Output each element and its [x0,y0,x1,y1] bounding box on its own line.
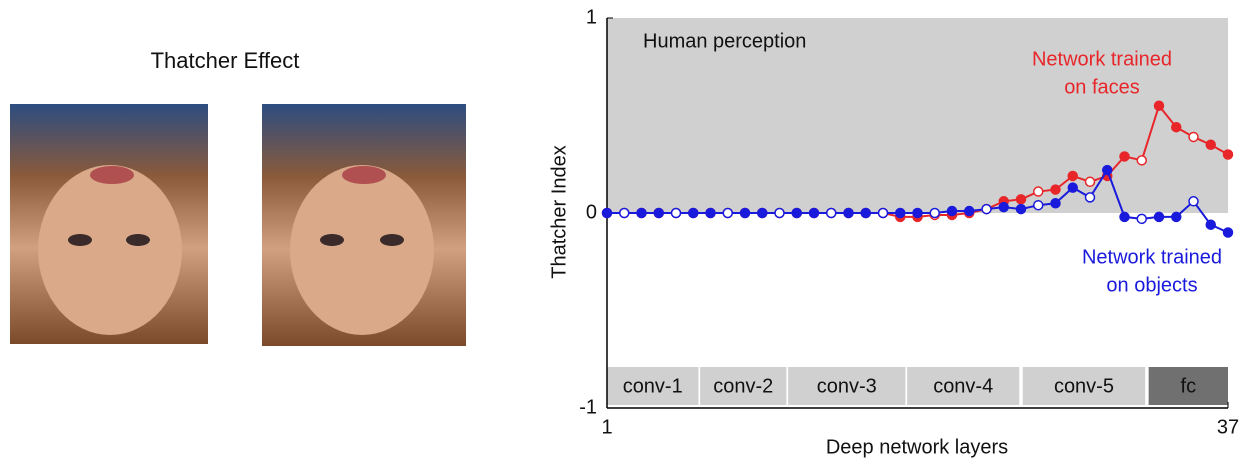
shade-label: Human perception [643,30,806,52]
series-point [844,209,853,218]
series-point [654,209,663,218]
series-point [1017,205,1026,214]
series-point [913,209,922,218]
x-axis-label: Deep network layers [826,436,1008,458]
layer-label: conv-5 [1054,375,1114,397]
series-point [1155,101,1164,110]
series-point [1120,212,1129,221]
layer-label: conv-3 [817,375,877,397]
series-point [1224,150,1233,159]
series-point [1034,187,1043,196]
series-point [1034,201,1043,210]
y-axis-label: Thatcher Index [548,145,570,278]
series-point [1068,171,1077,180]
series-point [965,207,974,216]
series-point [1068,183,1077,192]
series-point [879,209,888,218]
series-point [1137,156,1146,165]
series-point [1137,214,1146,223]
series-point [689,209,698,218]
panel-title: Thatcher Effect [151,48,300,73]
series-point [999,203,1008,212]
series-label: on faces [1064,76,1140,98]
series-point [1120,152,1129,161]
face-image [10,104,208,344]
series-point [1155,212,1164,221]
layer-label: conv-2 [713,375,773,397]
layer-label: conv-4 [933,375,993,397]
series-point [1086,193,1095,202]
x-tick-label: 1 [601,416,612,438]
series-label: Network trained [1032,48,1172,70]
series-point [723,209,732,218]
series-point [741,209,750,218]
series-point [896,209,905,218]
series-point [1017,195,1026,204]
series-point [758,209,767,218]
series-point [1051,185,1060,194]
series-point [706,209,715,218]
series-point [672,209,681,218]
series-point [1172,212,1181,221]
series-point [930,209,939,218]
series-point [775,209,784,218]
series-point [603,209,612,218]
series-point [637,209,646,218]
layer-label: fc [1181,375,1197,397]
series-point [861,209,870,218]
face-image [262,104,466,346]
y-tick-label: -1 [579,396,597,418]
series-point [1172,123,1181,132]
series-point [1189,132,1198,141]
y-tick-label: 1 [586,6,597,28]
series-point [1206,220,1215,229]
series-point [1103,166,1112,175]
series-point [1086,177,1095,186]
series-point [792,209,801,218]
series-label: on objects [1106,274,1197,296]
series-label: Network trained [1082,246,1222,268]
series-point [1189,197,1198,206]
layer-label: conv-1 [623,375,683,397]
figure: Thatcher Effect Thatcher Index Deep netw… [0,0,1243,465]
series-point [1051,199,1060,208]
series-point [1206,140,1215,149]
series-point [1224,228,1233,237]
series-point [948,207,957,216]
x-tick-label: 37 [1217,416,1239,438]
y-tick-label: 0 [586,201,597,223]
series-point [810,209,819,218]
series-point [982,205,991,214]
series-point [827,209,836,218]
series-point [620,209,629,218]
